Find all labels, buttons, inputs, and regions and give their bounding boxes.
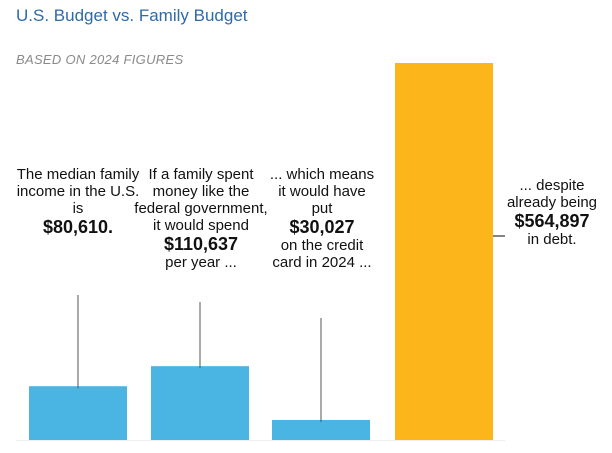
bar-4 — [395, 63, 493, 440]
bar-3 — [272, 419, 370, 440]
annotation-2-post: per year ... — [165, 254, 237, 271]
annotation-1-value: $80,610. — [42, 217, 114, 237]
annotation-1: The median family income in the U.S. is … — [13, 166, 143, 237]
annotation-3-post: on the credit card in 2024 ... — [272, 237, 372, 271]
annotation-3-text: ... which means it would have put — [269, 166, 375, 217]
annotation-2-value: $110,637 — [163, 234, 239, 254]
annotation-2: If a family spent money like the federal… — [130, 166, 272, 271]
annotation-3: ... which means it would have put $30,02… — [268, 166, 376, 271]
annotation-4: ... despite already being $564,897 in de… — [505, 177, 599, 248]
annotation-2-text: If a family spent money like the federal… — [134, 166, 268, 234]
annotation-4-post: in debt. — [527, 231, 577, 248]
chart-title: U.S. Budget vs. Family Budget — [16, 6, 248, 25]
annotation-1-text: The median family income in the U.S. is — [16, 166, 140, 217]
annotation-3-value: $30,027 — [289, 217, 355, 237]
bar-1 — [29, 386, 127, 440]
annotation-4-value: $564,897 — [514, 211, 590, 231]
annotation-4-text: ... despite already being — [506, 177, 598, 211]
bar-2 — [151, 366, 249, 440]
chart-subtitle: BASED ON 2024 FIGURES — [16, 52, 184, 67]
